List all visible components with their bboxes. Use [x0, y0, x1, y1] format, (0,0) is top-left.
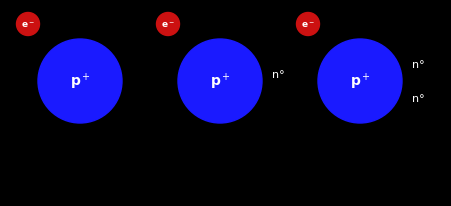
Text: e$^-$: e$^-$ [300, 20, 314, 30]
Text: p$^+$: p$^+$ [69, 71, 90, 92]
Text: n°: n° [411, 94, 423, 103]
Text: n°: n° [272, 70, 284, 80]
Text: n°: n° [411, 60, 423, 70]
Circle shape [156, 13, 179, 36]
Circle shape [296, 13, 319, 36]
Circle shape [17, 13, 39, 36]
Text: p$^+$: p$^+$ [349, 71, 370, 92]
Text: e$^-$: e$^-$ [21, 20, 35, 30]
Text: p$^+$: p$^+$ [209, 71, 230, 92]
Text: e$^-$: e$^-$ [161, 20, 175, 30]
Circle shape [178, 40, 262, 123]
Circle shape [318, 40, 401, 123]
Circle shape [38, 40, 122, 123]
